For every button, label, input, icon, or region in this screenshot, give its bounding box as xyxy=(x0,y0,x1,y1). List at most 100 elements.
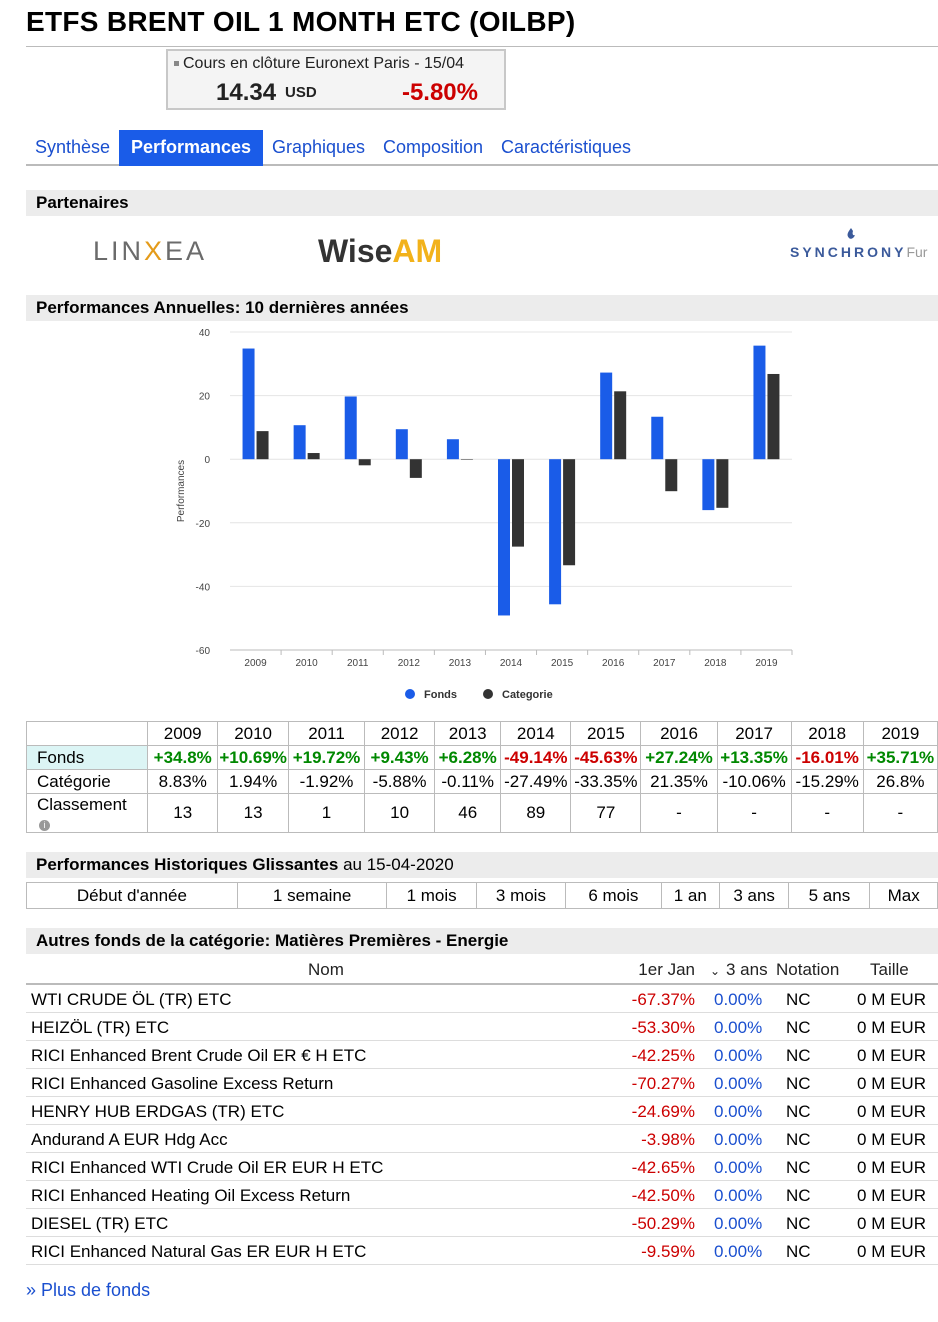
x-tick-label: 2016 xyxy=(602,658,625,669)
bullet-icon xyxy=(174,61,179,67)
synchrony-mark-icon xyxy=(847,228,855,239)
year-header-cell: 2016 xyxy=(640,721,718,746)
header-notation[interactable]: Notation xyxy=(776,960,840,979)
fonds-bar xyxy=(498,459,510,616)
fund-name[interactable]: Andurand A EUR Hdg Acc xyxy=(31,1130,228,1149)
categorie-bar xyxy=(512,459,524,547)
categorie-bar xyxy=(665,459,678,492)
synchrony-logo[interactable]: SYNCHRONYFur xyxy=(790,244,927,260)
fund-name[interactable]: WTI CRUDE ÖL (TR) ETC xyxy=(31,990,232,1009)
fund-3y-value: 0.00% xyxy=(714,1102,763,1121)
historical-column-header[interactable]: 1 mois xyxy=(386,882,477,909)
classement-value-cell: 77 xyxy=(570,793,642,833)
categorie-value-cell: 8.83% xyxy=(147,769,219,794)
fonds-value-cell: -49.14% xyxy=(500,745,572,770)
fund-row[interactable]: RICI Enhanced Heating Oil Excess Return -… xyxy=(26,1181,938,1209)
fonds-row: Fonds +34.8% +10.69% +19.72% +9.43% +6.28% -4… xyxy=(25,745,938,770)
classement-value-cell: - xyxy=(640,793,718,833)
categorie-value-cell: -1.92% xyxy=(287,769,366,794)
wiseam-logo[interactable]: WiseAM xyxy=(318,233,442,270)
classement-value-cell: - xyxy=(862,793,938,833)
historical-heading-title: Performances Historiques Glissantes xyxy=(36,855,339,874)
historical-column-header[interactable]: 1 an xyxy=(660,882,720,909)
x-tick-label: 2019 xyxy=(755,658,778,669)
y-tick-label: -40 xyxy=(196,582,211,593)
categorie-row-label: Catégorie xyxy=(25,769,149,794)
tab-caracteristiques[interactable]: Caractéristiques xyxy=(501,137,632,157)
categorie-value-cell: 26.8% xyxy=(862,769,938,794)
fund-ytd-value: -24.69% xyxy=(631,1102,695,1121)
fund-row[interactable]: HEIZÖL (TR) ETC -53.30% 0.00% NC 0 M EUR xyxy=(26,1013,938,1041)
header-taille[interactable]: Taille xyxy=(870,960,909,979)
fund-row[interactable]: HENRY HUB ERDGAS (TR) ETC -24.69% 0.00% NC 0… xyxy=(26,1097,938,1125)
historical-column-header[interactable]: 1 semaine xyxy=(236,882,388,909)
header-3-ans[interactable]: 3 ans xyxy=(726,960,768,979)
more-funds-link[interactable]: » Plus de fonds xyxy=(26,1280,151,1300)
historical-column-header[interactable]: Début d'année xyxy=(26,882,238,909)
fund-row[interactable]: DIESEL (TR) ETC -50.29% 0.00% NC 0 M EUR xyxy=(26,1209,938,1237)
fund-row[interactable]: RICI Enhanced Brent Crude Oil ER € H ETC… xyxy=(26,1041,938,1069)
header-1er-jan[interactable]: 1er Jan xyxy=(638,960,695,979)
historical-column-header[interactable]: 3 mois xyxy=(475,882,567,909)
classement-value-cell: 13 xyxy=(147,793,219,833)
fund-name[interactable]: HEIZÖL (TR) ETC xyxy=(31,1018,170,1037)
fund-ytd-value: -42.50% xyxy=(631,1186,695,1205)
fund-row[interactable]: Andurand A EUR Hdg Acc -3.98% 0.00% NC 0 M E… xyxy=(26,1125,938,1153)
year-header-cell: 2011 xyxy=(287,721,366,746)
tab-graphiques[interactable]: Graphiques xyxy=(272,137,366,157)
categorie-bar xyxy=(563,459,576,566)
fund-row[interactable]: RICI Enhanced Gasoline Excess Return -70.… xyxy=(26,1069,938,1097)
fund-name[interactable]: RICI Enhanced Gasoline Excess Return xyxy=(31,1074,334,1093)
fund-ytd-value: -42.25% xyxy=(631,1046,695,1065)
fund-notation: NC xyxy=(786,1074,811,1093)
quote-currency: USD xyxy=(285,84,317,101)
y-tick-label: -20 xyxy=(196,519,211,530)
fund-name[interactable]: RICI Enhanced WTI Crude Oil ER EUR H ETC xyxy=(31,1158,384,1177)
quote-box: Cours en clôture Euronext Paris - 15/04 … xyxy=(166,49,506,110)
fonds-value-cell: +13.35% xyxy=(716,745,792,770)
historical-heading: Performances Historiques Glissantes au 1… xyxy=(26,852,938,878)
fund-row[interactable]: RICI Enhanced WTI Crude Oil ER EUR H ETC… xyxy=(26,1153,938,1181)
classement-value-cell: 1 xyxy=(287,793,366,833)
fund-size: 0 M EUR xyxy=(857,1046,926,1065)
year-header-cell: 2017 xyxy=(716,721,792,746)
tab-synthese[interactable]: Synthèse xyxy=(35,137,111,157)
fund-name[interactable]: RICI Enhanced Brent Crude Oil ER € H ETC xyxy=(31,1046,367,1065)
fonds-value-cell: +34.8% xyxy=(147,745,219,770)
historical-column-header[interactable]: 3 ans xyxy=(718,882,790,909)
linxea-logo[interactable]: LINXEA xyxy=(93,236,207,267)
linxea-logo-text-start: LIN xyxy=(93,236,145,266)
corner-cell xyxy=(25,721,149,746)
categorie-value-cell: -27.49% xyxy=(500,769,572,794)
fonds-value-cell: +35.71% xyxy=(862,745,938,770)
x-tick-label: 2009 xyxy=(244,658,267,669)
info-icon[interactable]: i xyxy=(39,820,50,831)
year-header-cell: 2009 xyxy=(147,721,219,746)
sort-desc-icon[interactable]: ⌄ xyxy=(710,964,721,978)
fund-row[interactable]: RICI Enhanced Natural Gas ER EUR H ETC -9… xyxy=(26,1237,938,1265)
categorie-value-cell: 1.94% xyxy=(217,769,289,794)
fonds-bar xyxy=(549,459,562,605)
historical-column-header[interactable]: Max xyxy=(869,882,938,909)
fund-name[interactable]: HENRY HUB ERDGAS (TR) ETC xyxy=(31,1102,285,1121)
classement-value-cell: - xyxy=(716,793,792,833)
tab-composition[interactable]: Composition xyxy=(383,137,484,157)
linxea-logo-x: X xyxy=(144,236,166,266)
fund-size: 0 M EUR xyxy=(857,1130,926,1149)
classement-label-text: Classement xyxy=(37,795,127,814)
fund-3y-value: 0.00% xyxy=(714,1130,763,1149)
historical-column-header[interactable]: 5 ans xyxy=(788,882,871,909)
fund-notation: NC xyxy=(786,1242,811,1261)
fund-name[interactable]: RICI Enhanced Heating Oil Excess Return xyxy=(31,1186,351,1205)
x-tick-label: 2014 xyxy=(500,658,523,669)
header-name[interactable]: Nom xyxy=(308,960,344,979)
fund-name[interactable]: RICI Enhanced Natural Gas ER EUR H ETC xyxy=(31,1242,367,1261)
tab-performances[interactable]: Performances xyxy=(119,130,264,166)
fund-row[interactable]: WTI CRUDE ÖL (TR) ETC -67.37% 0.00% NC 0 M E… xyxy=(26,985,938,1013)
categorie-bar xyxy=(358,459,371,466)
fund-3y-value: 0.00% xyxy=(714,990,763,1009)
fonds-bar xyxy=(600,372,613,460)
fund-3y-value: 0.00% xyxy=(714,1242,763,1261)
fund-name[interactable]: DIESEL (TR) ETC xyxy=(31,1214,169,1233)
historical-column-header[interactable]: 6 mois xyxy=(565,882,662,909)
